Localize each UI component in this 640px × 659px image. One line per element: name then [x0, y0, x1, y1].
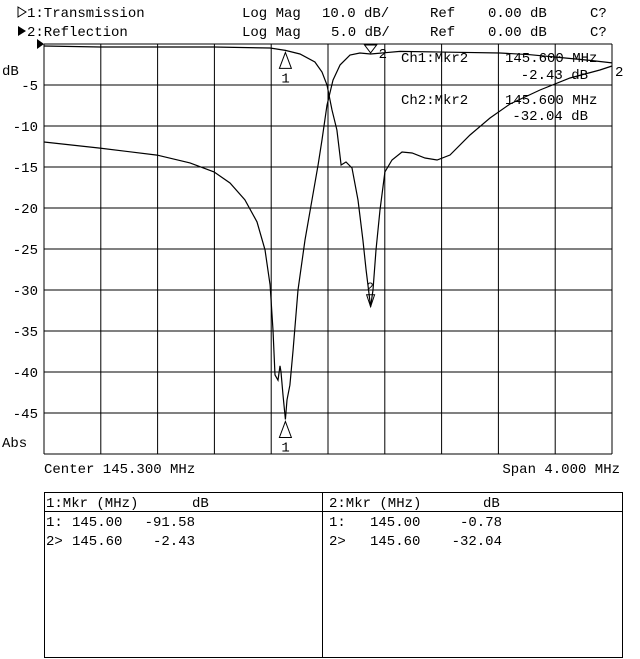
ch2-row2-freq: 145.60	[370, 534, 420, 550]
ch2-active-marker-label: 2	[615, 65, 623, 81]
ch1-scale: 10.0 dB/	[322, 6, 389, 22]
ch1-marker-1-icon	[278, 420, 293, 438]
y-tick-label: -20	[13, 202, 38, 218]
reference-level-icon	[37, 39, 44, 49]
solid-triangle-right-icon	[18, 26, 26, 36]
ch1-readout-freq: 145.600 MHz	[505, 51, 597, 67]
ch2-label: 2:Reflection	[27, 25, 128, 41]
ch1-marker-1-label: 1	[281, 440, 289, 456]
ch1-marker-2-icon	[363, 44, 378, 54]
ch2-row2-id: 2>	[329, 534, 346, 550]
ch2-table-header-db: dB	[483, 496, 500, 512]
y-tick-label: -25	[13, 243, 38, 259]
transmission-trace	[43, 50, 613, 420]
ch1-readout-value: -2.43 dB	[521, 68, 588, 84]
ch2-ref-label: Ref	[430, 25, 455, 41]
y-tick-labels: -5 -10 -15 -20 -25 -30 -35 -40 -45	[13, 79, 38, 423]
plot-grid	[43, 43, 613, 455]
y-axis-abs-label: Abs	[2, 436, 27, 452]
center-frequency: Center 145.300 MHz	[44, 462, 195, 478]
y-tick-label: -35	[13, 325, 38, 341]
y-axis-unit-label: dB	[2, 64, 19, 80]
ch1-cal-status: C?	[590, 6, 607, 22]
ch2-scale: 5.0 dB/	[331, 25, 390, 41]
ch1-readout-label: Ch1:Mkr2	[401, 51, 468, 67]
ch2-marker-1-icon	[278, 50, 293, 69]
ch2-cal-status: C?	[590, 25, 607, 41]
ch1-label: 1:Transmission	[27, 6, 145, 22]
ch2-readout-value: -32.04 dB	[512, 109, 588, 125]
hollow-triangle-right-icon	[17, 6, 27, 18]
ch1-table-header-freq: 1:Mkr (MHz)	[46, 496, 138, 512]
y-tick-label: -30	[13, 284, 38, 300]
ch2-table-header-freq: 2:Mkr (MHz)	[329, 496, 421, 512]
ch2-marker-2-label: 2	[367, 281, 374, 295]
ch1-ref-label: Ref	[430, 6, 455, 22]
y-tick-label: -5	[21, 79, 38, 95]
markers: 1 2 1 2 2	[278, 44, 623, 456]
ch2-format: Log Mag	[242, 25, 301, 41]
ch1-table-header-db: dB	[192, 496, 209, 512]
ch2-readout-freq: 145.600 MHz	[505, 93, 597, 109]
ch2-row1-freq: 145.00	[370, 515, 420, 531]
ch1-row1-id: 1:	[46, 515, 63, 531]
y-tick-label: -40	[13, 366, 38, 382]
y-tick-label: -45	[13, 407, 38, 423]
ch1-row2-db: -2.43	[153, 534, 195, 550]
y-tick-label: -10	[13, 120, 38, 136]
ch2-readout-label: Ch2:Mkr2	[401, 93, 468, 109]
traces	[43, 45, 613, 420]
channel-header: 1:Transmission Log Mag 10.0 dB/ Ref 0.00…	[17, 6, 607, 41]
ch1-ref-value: 0.00 dB	[488, 6, 547, 22]
ch1-row1-db: -91.58	[145, 515, 195, 531]
ch1-row2-id: 2>	[46, 534, 63, 550]
marker-readouts: Ch1:Mkr2 145.600 MHz -2.43 dB Ch2:Mkr2 1…	[401, 51, 597, 125]
y-tick-label: -15	[13, 161, 38, 177]
span-frequency: Span 4.000 MHz	[502, 462, 620, 478]
ch1-row2-freq: 145.60	[72, 534, 122, 550]
ch1-format: Log Mag	[242, 6, 301, 22]
ch2-marker-1-label: 1	[281, 71, 289, 87]
ch2-row1-id: 1:	[329, 515, 346, 531]
ch2-row2-db: -32.04	[452, 534, 502, 550]
ch1-marker-2-label: 2	[379, 47, 387, 63]
ch2-row1-db: -0.78	[460, 515, 502, 531]
reflection-trace	[43, 45, 613, 307]
ch2-marker-2-icon	[365, 294, 376, 309]
ch2-ref-value: 0.00 dB	[488, 25, 547, 41]
marker-table: 1:Mkr (MHz) dB 1: 145.00 -91.58 2> 145.6…	[44, 492, 623, 658]
ch1-row1-freq: 145.00	[72, 515, 122, 531]
